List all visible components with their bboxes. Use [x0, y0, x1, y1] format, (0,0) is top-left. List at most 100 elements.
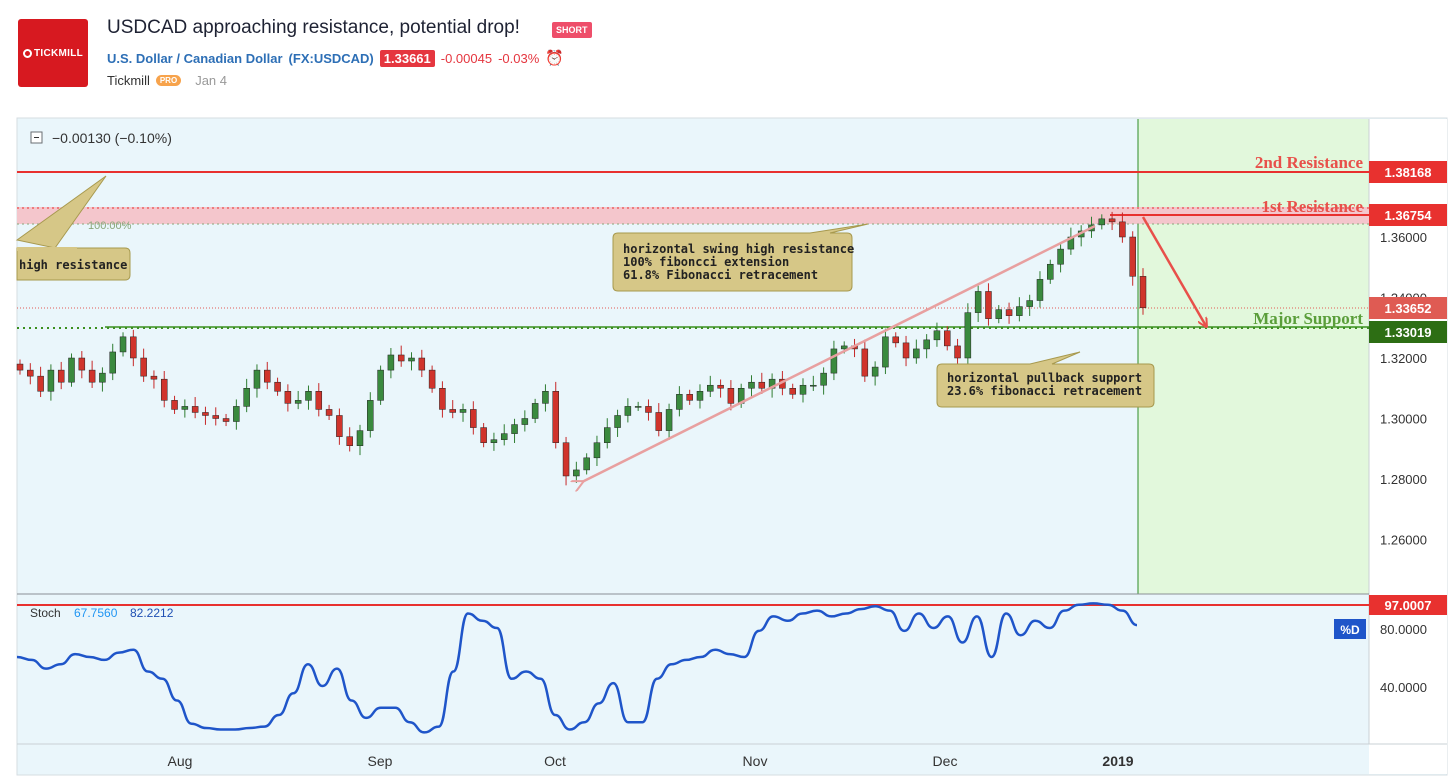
short-badge: SHORT [552, 22, 592, 38]
candle [243, 388, 250, 407]
candle [284, 391, 292, 404]
candle [758, 381, 766, 389]
candle [500, 433, 508, 440]
candle [974, 291, 982, 313]
stoch-k-value: 67.7560 [74, 606, 118, 620]
swing-high-line-2: 100% fiboncci extension [623, 255, 789, 269]
author-line: Tickmill PRO Jan 4 [107, 73, 227, 88]
candle [840, 345, 848, 350]
candle [820, 372, 827, 386]
price-tick-4: 1.28000 [1380, 472, 1427, 487]
stoch-tick-80: 80.0000 [1380, 622, 1427, 637]
candle [16, 363, 24, 371]
candle [222, 418, 230, 422]
high-resistance-text: high resistance [19, 258, 127, 272]
candle [665, 409, 673, 431]
candle [748, 381, 755, 389]
candle [315, 391, 323, 410]
candle [119, 336, 127, 353]
candle [604, 427, 611, 443]
pullback-line-1: horizontal pullback support [947, 371, 1142, 385]
time-axis-ticks: Aug Sep Oct Nov Dec 2019 [168, 753, 1134, 769]
candle [27, 369, 34, 377]
candle [470, 409, 477, 428]
price-change-percent: -0.03% [498, 50, 540, 66]
price-badge: 1.33661 [379, 49, 435, 67]
candle [964, 312, 972, 359]
candle [274, 381, 281, 392]
candle [439, 388, 446, 410]
stoch-d-tag-text: %D [1340, 623, 1360, 637]
author-link[interactable]: Tickmill [107, 73, 150, 88]
candle [995, 309, 1003, 319]
candle [294, 400, 302, 404]
candle [367, 400, 374, 431]
candle [954, 345, 961, 359]
tickmill-logo: TICKMILL [18, 19, 88, 87]
candle [1139, 276, 1147, 309]
candle [552, 391, 559, 443]
candle [624, 406, 632, 416]
time-tick-0: Aug [168, 753, 193, 769]
price-axis-bg [1369, 119, 1447, 774]
candle [397, 354, 405, 362]
candle [645, 406, 652, 413]
candle [325, 409, 333, 416]
candle [676, 394, 683, 410]
time-tick-3: Nov [743, 753, 768, 769]
current-price-tag: 1.33652 [1369, 297, 1447, 319]
swing-high-line-1: horizontal swing high resistance [623, 242, 854, 256]
second-resistance-tag-text: 1.38168 [1385, 165, 1432, 180]
candle [356, 430, 364, 446]
first-resistance-tag: 1.36754 [1369, 204, 1447, 226]
major-support-tag-text: 1.33019 [1385, 325, 1432, 340]
candle [459, 409, 467, 413]
symbol-name-link[interactable]: U.S. Dollar / Canadian Dollar [107, 50, 283, 66]
projection-zone [1138, 119, 1369, 594]
candle [1047, 263, 1054, 280]
time-tick-1: Sep [368, 753, 393, 769]
stoch-level-tag: 97.0007 [1369, 595, 1447, 615]
candle [583, 457, 590, 471]
current-price-tag-text: 1.33652 [1385, 301, 1432, 316]
idea-title: USDCAD approaching resistance, potential… [107, 17, 520, 38]
candle [140, 357, 147, 377]
candle [882, 336, 889, 368]
candle [264, 369, 271, 383]
major-support-tag: 1.33019 [1369, 321, 1447, 343]
candle [1098, 218, 1106, 226]
candle [511, 424, 518, 434]
candle [1005, 309, 1013, 316]
collapse-icon[interactable] [30, 131, 43, 144]
candle [634, 406, 642, 408]
candle [1016, 306, 1023, 316]
candle [913, 348, 920, 359]
first-resistance-tag-text: 1.36754 [1385, 208, 1433, 223]
candle [408, 357, 415, 362]
candle [861, 348, 869, 377]
candle [150, 375, 158, 380]
candle [573, 469, 580, 477]
change-readout: −0.00130 (−0.10%) [52, 130, 172, 146]
projection-arrow [1141, 216, 1206, 326]
candle [171, 400, 178, 410]
candle [810, 384, 817, 387]
candle [47, 369, 55, 392]
candle [614, 415, 621, 428]
candle [531, 403, 539, 419]
candle [449, 409, 456, 413]
second-resistance-tag: 1.38168 [1369, 161, 1447, 183]
pullback-line-2: 23.6% fibonacci retracement [947, 384, 1142, 398]
candle [1036, 279, 1044, 301]
candle [933, 330, 941, 341]
candle [346, 436, 353, 446]
alarm-clock-icon[interactable]: ⏰ [545, 50, 564, 67]
candle [943, 330, 951, 347]
swing-high-callout: horizontal swing high resistance 100% fi… [612, 223, 869, 292]
candle [99, 372, 106, 383]
symbol-code-link[interactable]: (FX:USDCAD) [288, 50, 374, 66]
candle [418, 357, 426, 371]
stoch-level-tag-text: 97.0007 [1385, 598, 1432, 613]
price-tick-5: 1.26000 [1380, 533, 1427, 548]
